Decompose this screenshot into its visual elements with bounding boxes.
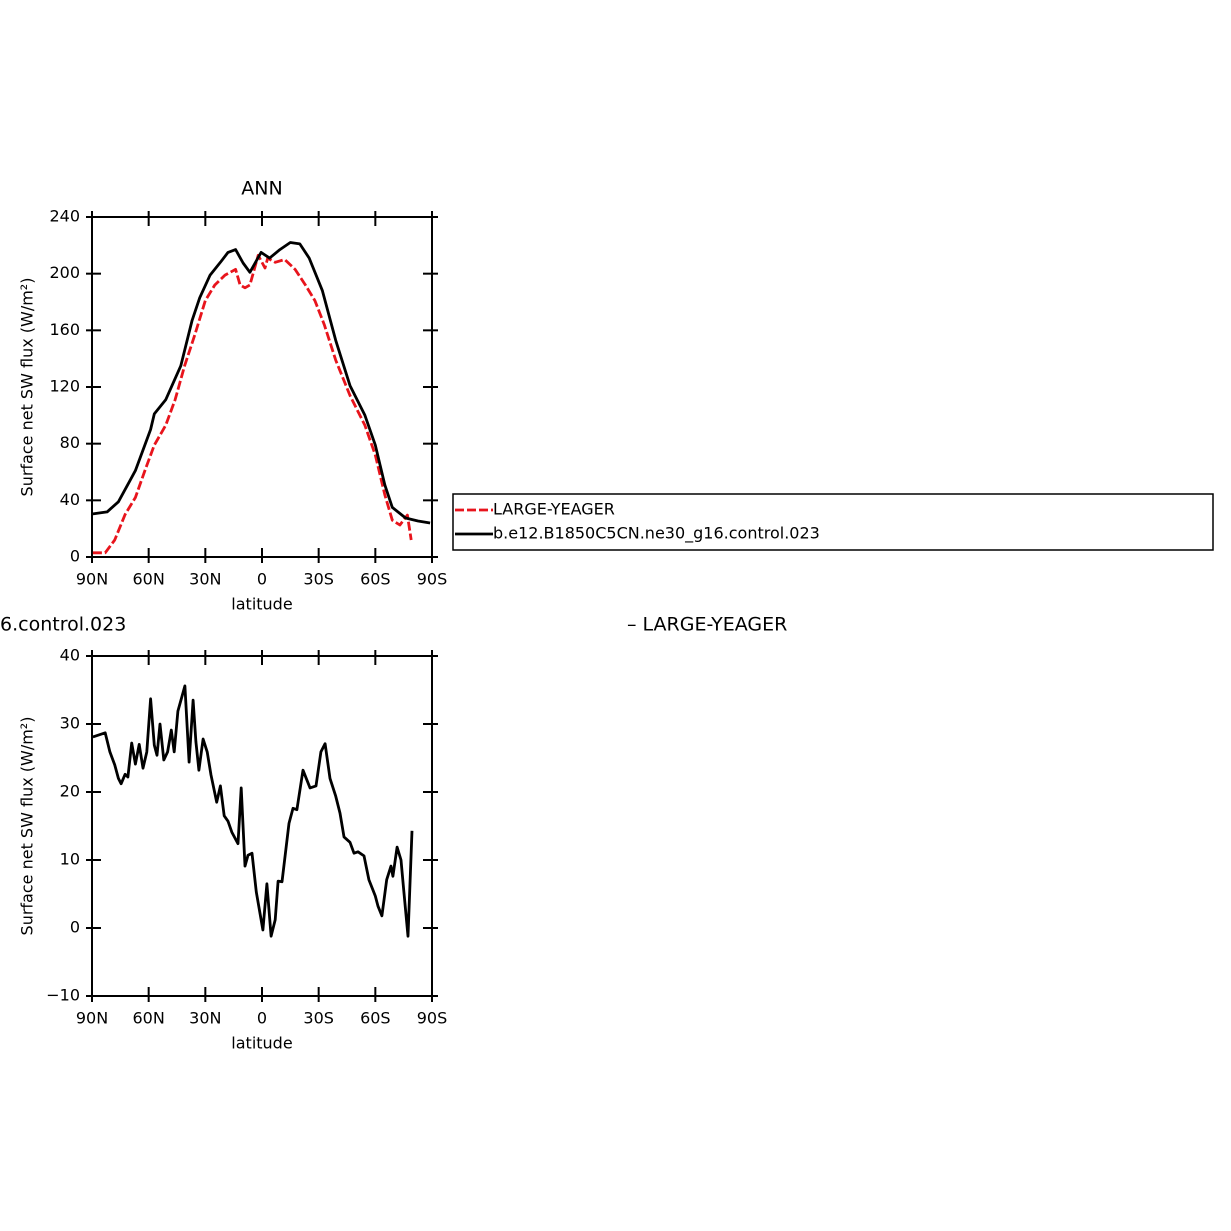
plot-frame bbox=[91, 655, 433, 997]
data-line bbox=[92, 241, 431, 525]
y-tick-label: 10 bbox=[60, 850, 80, 869]
y-tick-label: 240 bbox=[49, 207, 80, 226]
chart-title: ANN bbox=[241, 178, 282, 200]
y-tick-label: 30 bbox=[60, 714, 80, 733]
x-tick-label: 60S bbox=[360, 1009, 391, 1028]
y-tick-label: 40 bbox=[60, 490, 80, 509]
x-tick-label: 90S bbox=[417, 570, 448, 589]
x-tick-label: 30N bbox=[189, 1009, 221, 1028]
x-tick-label: 60S bbox=[360, 570, 391, 589]
y-tick-label: 40 bbox=[60, 646, 80, 665]
x-tick-label: 90N bbox=[76, 1009, 108, 1028]
y-axis-label: Surface net SW flux (W/m²) bbox=[18, 278, 37, 497]
legend-label: LARGE-YEAGER bbox=[493, 500, 615, 519]
y-tick-label: 0 bbox=[70, 918, 80, 937]
y-axis-label: Surface net SW flux (W/m²) bbox=[18, 717, 37, 936]
data-line bbox=[92, 684, 414, 938]
x-tick-label: 30S bbox=[303, 570, 334, 589]
x-tick-label: 60N bbox=[133, 1009, 165, 1028]
data-line bbox=[92, 253, 413, 555]
y-tick-label: 200 bbox=[49, 263, 80, 282]
y-tick-label: 120 bbox=[49, 377, 80, 396]
x-tick-label: 0 bbox=[257, 570, 267, 589]
legend-label: b.e12.B1850C5CN.ne30_g16.control.023 bbox=[493, 524, 820, 544]
chart-title: 6.control.023 bbox=[0, 614, 126, 636]
y-tick-label: 0 bbox=[70, 547, 80, 566]
plot-frame bbox=[91, 216, 433, 558]
legend-box bbox=[452, 493, 1214, 551]
chart-title: – LARGE-YEAGER bbox=[627, 614, 787, 636]
x-tick-label: 0 bbox=[257, 1009, 267, 1028]
x-tick-label: 90N bbox=[76, 570, 108, 589]
x-tick-label: 30S bbox=[303, 1009, 334, 1028]
y-tick-label: −10 bbox=[46, 986, 80, 1005]
x-axis-label: latitude bbox=[231, 1034, 292, 1053]
y-tick-label: 160 bbox=[49, 320, 80, 339]
y-tick-label: 80 bbox=[60, 433, 80, 452]
x-tick-label: 90S bbox=[417, 1009, 448, 1028]
y-tick-label: 20 bbox=[60, 782, 80, 801]
x-tick-label: 30N bbox=[189, 570, 221, 589]
x-axis-label: latitude bbox=[231, 595, 292, 614]
x-tick-label: 60N bbox=[133, 570, 165, 589]
